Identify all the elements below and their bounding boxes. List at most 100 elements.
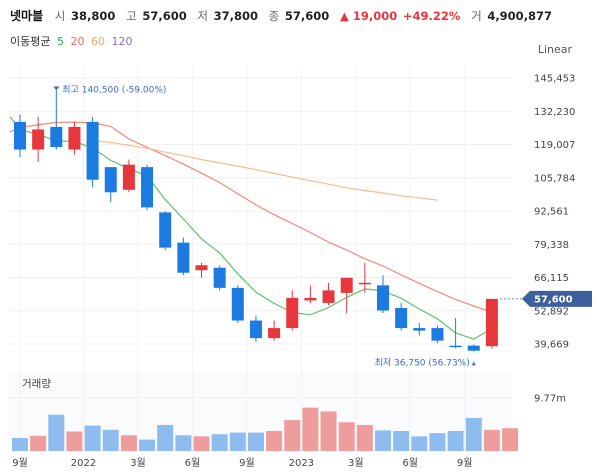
time-tick-label: 2022	[71, 458, 96, 469]
candle-body	[286, 297, 299, 329]
candle	[177, 237, 190, 276]
volume-label: 거	[471, 9, 482, 23]
time-tick-label: 2023	[289, 458, 314, 469]
candle	[340, 277, 353, 313]
candle-body	[14, 121, 26, 150]
candle	[286, 290, 299, 331]
volume-bar	[502, 428, 519, 451]
ma-20-label[interactable]: 20	[70, 35, 85, 48]
volume-bar	[229, 432, 246, 451]
low-annotation: 최저 36,750 (56.73%)	[375, 357, 470, 368]
ma-5-label[interactable]: 5	[56, 35, 64, 48]
ma-120-label[interactable]: 120	[111, 35, 133, 48]
candle-body	[177, 242, 190, 273]
candle	[141, 164, 154, 210]
candle-body	[213, 267, 226, 288]
candle	[50, 90, 63, 150]
time-tick-label: 9월	[12, 457, 28, 469]
candle	[32, 116, 45, 163]
stock-name: 넷마블	[10, 9, 44, 23]
candle	[268, 320, 281, 341]
time-tick-label: 9월	[239, 457, 255, 469]
volume-bar	[465, 417, 482, 451]
volume-bar	[139, 439, 156, 451]
volume-pane-label: 거래량	[22, 378, 51, 390]
price-tick-label: 105,784	[534, 173, 575, 184]
candle-body	[159, 212, 172, 248]
candle	[159, 211, 172, 251]
candle	[14, 114, 26, 158]
current-price-label: 57,600	[534, 294, 573, 305]
candle	[358, 262, 371, 293]
price-tick-label: 145,453	[534, 74, 575, 85]
candle	[467, 344, 480, 352]
candle	[413, 323, 426, 336]
volume-bar	[483, 429, 500, 451]
candle	[122, 159, 135, 193]
candle	[431, 325, 444, 344]
volume-bar	[211, 434, 228, 451]
candle-body	[68, 126, 81, 150]
volume-bar	[102, 429, 119, 451]
candle-body	[395, 307, 408, 329]
volume-bar	[393, 430, 410, 451]
price-tick-label: 92,561	[534, 207, 569, 218]
candle-body	[122, 164, 135, 190]
volume-bar	[84, 425, 101, 451]
open-label: 시	[54, 9, 66, 23]
ma-20-line	[19, 121, 493, 313]
volume-bar	[266, 430, 283, 451]
change-percent: +49.22%	[402, 9, 461, 23]
price-tick-label: 132,230	[534, 107, 575, 118]
candle	[449, 318, 462, 349]
volume-bar	[429, 433, 446, 451]
volume-bar	[284, 420, 301, 451]
volume-bar	[375, 430, 391, 451]
candle	[104, 167, 117, 203]
volume-bar	[48, 414, 65, 451]
candle-body	[50, 126, 63, 148]
candle-body	[195, 265, 208, 271]
high-marker-icon	[53, 86, 60, 91]
price-tick-label: 39,669	[534, 340, 569, 351]
candle	[322, 282, 335, 306]
time-tick-label: 3월	[130, 457, 146, 469]
price-tick-label: 66,115	[534, 273, 569, 284]
volume-bar	[356, 424, 373, 451]
candle	[377, 275, 389, 313]
time-tick-label: 6월	[185, 457, 201, 469]
close-value: 57,600	[284, 9, 330, 23]
moving-average-legend[interactable]: 이동평균 5 20 60 120	[10, 33, 135, 49]
volume-bar	[120, 435, 137, 451]
candle-body	[358, 282, 371, 285]
candle	[485, 298, 498, 349]
volume-bar	[338, 422, 355, 451]
ma-60-label[interactable]: 60	[90, 35, 105, 48]
candle-body	[449, 345, 462, 348]
close-label: 종	[268, 9, 280, 23]
candle-body	[413, 328, 426, 331]
volume-bar	[302, 407, 319, 451]
candle-body	[322, 290, 335, 303]
candle-body	[377, 285, 389, 311]
volume-bar	[247, 432, 264, 451]
candle-body	[485, 298, 498, 347]
candle	[86, 116, 99, 188]
low-value: 37,800	[213, 9, 259, 23]
low-marker-icon	[471, 361, 476, 366]
volume-bar	[193, 436, 210, 451]
volume-value: 4,900,877	[487, 9, 553, 23]
volume-bar	[30, 435, 47, 451]
candle-body	[86, 121, 99, 180]
high-value: 57,600	[142, 9, 187, 23]
change-value: ▲ 19,000	[339, 9, 398, 23]
candle-body	[141, 167, 154, 208]
volume-bar	[447, 430, 464, 451]
candle	[68, 121, 81, 155]
price-tick-label: 119,007	[534, 140, 575, 151]
volume-bar	[66, 431, 83, 451]
volume-tick-label: 9.77m	[534, 394, 566, 405]
scale-toggle[interactable]: Linear	[537, 43, 572, 56]
high-label: 고	[126, 9, 137, 23]
